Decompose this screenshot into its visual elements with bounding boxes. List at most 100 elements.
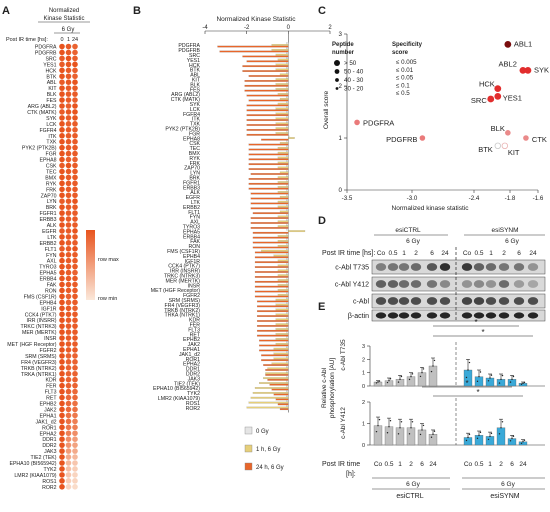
- panel-b-bar: [275, 78, 289, 81]
- blot-row-label: c-Abl: [353, 299, 369, 306]
- heatmap-cell: [65, 275, 72, 282]
- heatmap-cell: [65, 335, 72, 341]
- heatmap-cell: [65, 263, 72, 270]
- panel-b-bar: [286, 331, 289, 334]
- panel-b-bar: [286, 62, 289, 64]
- panel-e-data-point: [433, 359, 436, 362]
- blot-band: [387, 263, 399, 271]
- panel-b-row-label: FR4 (VEGFR3): [165, 303, 201, 309]
- heatmap-cell: [59, 376, 65, 383]
- panel-b-bar: [248, 163, 289, 166]
- heatmap-row-label: BMX: [45, 175, 57, 181]
- heatmap-row-label: BRK: [46, 205, 57, 211]
- heatmap-cell: [72, 43, 78, 50]
- blot-band: [485, 297, 497, 305]
- heatmap-cell: [65, 73, 72, 80]
- panel-b-bar: [275, 117, 289, 120]
- scatter-point-label: CTK: [532, 135, 547, 144]
- panel-b-bar: [286, 101, 289, 104]
- panel-b-bar: [256, 310, 289, 313]
- panel-b-bar: [277, 200, 289, 203]
- panel-b-bar: [286, 370, 289, 373]
- panel-b-row-label: JAK3: [188, 376, 201, 382]
- panel-b-row-label: HCK: [189, 63, 200, 69]
- heatmap-cell: [65, 228, 72, 234]
- panel-b-bar: [275, 122, 289, 125]
- heatmap-row-label: TEC: [46, 169, 57, 175]
- heatmap-cell: [59, 359, 65, 365]
- heatmap-cell: [59, 103, 65, 109]
- panel-b-row-label: MER (MERTK): [166, 278, 201, 284]
- heatmap-cell: [65, 400, 72, 407]
- panel-b-bar: [286, 189, 289, 192]
- panel-e-data-point: [408, 378, 411, 381]
- heatmap-cell: [65, 97, 72, 103]
- heatmap-cell: [59, 168, 65, 175]
- heatmap-cell: [65, 388, 72, 395]
- panel-b-row-label: RET: [190, 332, 201, 338]
- panel-e-data-point: [430, 436, 433, 438]
- heatmap-cell: [59, 257, 65, 264]
- panel-e-data-point: [523, 439, 526, 441]
- legend-swatch-0gy: [244, 426, 253, 435]
- panel-b-tick-label: -4: [202, 25, 208, 31]
- panel-letter-c: C: [318, 5, 326, 17]
- panel-e-data-point: [378, 380, 381, 382]
- panel-b-row-label: EPHA1: [183, 347, 200, 353]
- panel-b-bar: [288, 230, 306, 233]
- heatmap-cell: [59, 353, 65, 359]
- heatmap-cell: [72, 293, 78, 300]
- heatmap-cell: [72, 370, 78, 377]
- panel-e-data-point: [478, 434, 480, 437]
- heatmap-cell: [72, 430, 78, 437]
- heatmap-row-label: JAK3: [44, 449, 57, 455]
- panel-e-data-point: [408, 433, 411, 435]
- heatmap-row-label: FMS (CSF1R): [24, 294, 57, 300]
- panel-b-bar: [277, 274, 289, 277]
- size-legend-label: 30 - 20: [344, 86, 364, 93]
- panel-b-bar: [286, 160, 289, 162]
- panel-b-bar: [273, 352, 289, 355]
- blot-group-left: esiCTRL: [395, 227, 421, 234]
- panel-b-bar: [286, 336, 289, 339]
- blot-lane-time: Co: [377, 250, 386, 257]
- heatmap-cell: [65, 299, 72, 306]
- panel-d-western-blot: esiCTRL esiSYNM 6 Gy 6 Gy Post IR time […: [322, 227, 546, 322]
- color-legend-title-1: Specificity: [392, 42, 423, 48]
- panel-b-row-label: PYK2 (PTK2B): [165, 127, 200, 133]
- panel-b-bar: [277, 215, 289, 218]
- panel-b-bar: [273, 357, 289, 360]
- heatmap-cell: [72, 347, 78, 353]
- heatmap-row-label: TRKB (NTRK2): [21, 366, 57, 372]
- panel-b-bar: [275, 328, 289, 331]
- panel-b-bar: [286, 307, 289, 309]
- panel-b-row-label: CTK (MATK): [171, 97, 201, 103]
- panel-e-data-point: [389, 420, 392, 422]
- heatmap-cell: [65, 436, 72, 443]
- heatmap-cell: [65, 246, 72, 252]
- blot-band: [426, 297, 438, 305]
- panel-e-data-point: [489, 435, 491, 438]
- heatmap-cell: [59, 61, 65, 68]
- panel-e-data-point: [512, 435, 515, 437]
- panel-b-bar: [259, 349, 289, 352]
- panel-b-row-label: ROR1: [186, 357, 201, 363]
- panel-e-bar: [395, 427, 405, 446]
- panel-e-data-point: [467, 436, 469, 439]
- panel-b-bar: [286, 199, 289, 202]
- heatmap-cell: [72, 460, 78, 466]
- panel-e-data-point: [522, 382, 524, 385]
- heatmap-cell: [65, 186, 72, 193]
- panel-e-data-point: [500, 427, 502, 429]
- blot-row-label: β-actin: [348, 313, 369, 320]
- heatmap-cell: [65, 168, 72, 175]
- blot-row-label: c-Abl T735: [335, 265, 369, 272]
- panel-b-bar: [286, 238, 289, 241]
- panel-b-bar: [275, 83, 289, 86]
- panel-e-bar: [496, 379, 506, 387]
- panel-e-data-point: [476, 380, 479, 383]
- panel-b-row-label: IRR (INSRR): [170, 269, 200, 275]
- heatmap-cell: [65, 317, 72, 324]
- panel-b-row-label: SRC: [189, 53, 200, 59]
- panel-e-data-point: [400, 375, 403, 378]
